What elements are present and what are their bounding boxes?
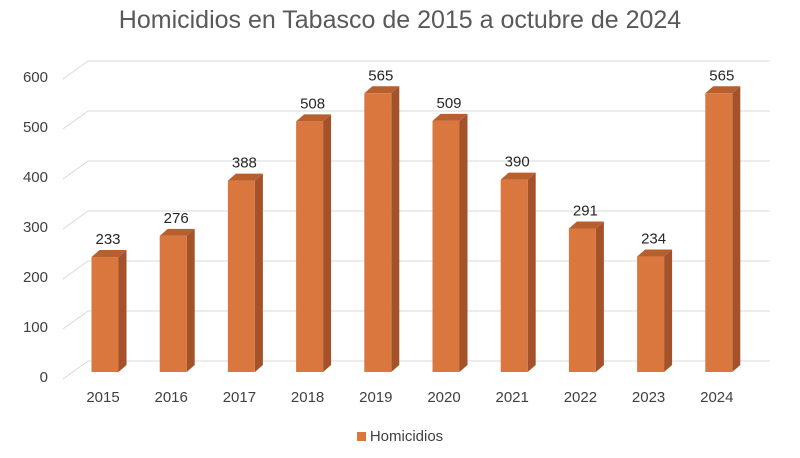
data-label: 565 <box>709 67 734 84</box>
bar <box>364 93 392 373</box>
x-tick-label: 2016 <box>155 389 188 406</box>
y-tick-label: 0 <box>40 369 48 386</box>
x-tick-label: 2022 <box>564 389 597 406</box>
y-tick-label: 500 <box>23 119 48 136</box>
bar-top <box>637 249 673 257</box>
y-tick-label: 300 <box>23 219 48 236</box>
bar-side <box>664 249 673 372</box>
bar-top <box>159 228 195 236</box>
bar <box>705 93 733 373</box>
data-label: 390 <box>505 154 530 171</box>
bar <box>296 121 324 373</box>
bar <box>159 235 187 372</box>
y-tick-label: 400 <box>23 169 48 186</box>
x-tick-label: 2015 <box>86 389 119 406</box>
bar-side <box>118 250 127 372</box>
x-tick-label: 2024 <box>700 389 733 406</box>
bar-top <box>568 221 604 229</box>
bar-side <box>323 114 332 373</box>
bar-top <box>705 86 741 94</box>
bar <box>500 179 528 372</box>
bar-top <box>227 173 263 181</box>
y-tick-label: 600 <box>23 69 48 86</box>
x-tick-label: 2023 <box>632 389 665 406</box>
bar-side <box>186 228 195 372</box>
chart-title: Homicidios en Tabasco de 2015 a octubre … <box>118 6 682 34</box>
x-tick-label: 2019 <box>359 389 392 406</box>
legend: Homicidios <box>0 428 800 445</box>
gridline-depth <box>62 360 89 380</box>
bar-top <box>432 113 468 121</box>
bar-top <box>500 172 536 180</box>
x-tick-label: 2020 <box>427 389 460 406</box>
y-tick-label: 200 <box>23 269 48 286</box>
data-label: 388 <box>232 155 257 172</box>
x-tick-label: 2017 <box>223 389 256 406</box>
bar <box>568 228 596 372</box>
data-label: 509 <box>436 95 461 112</box>
gridline-depth <box>62 110 89 130</box>
bar-side <box>527 172 536 372</box>
bar <box>637 256 665 372</box>
gridline-depth <box>62 260 89 280</box>
x-tick-label: 2021 <box>496 389 529 406</box>
gridline-depth <box>62 210 89 230</box>
bar-side <box>391 86 400 373</box>
gridline-depth <box>62 310 89 330</box>
bar <box>227 180 255 372</box>
gridline-depth <box>62 60 89 80</box>
bar-top <box>364 86 400 94</box>
bar-side <box>254 173 263 372</box>
x-tick-label: 2018 <box>291 389 324 406</box>
bar <box>91 257 119 372</box>
bar-side <box>459 113 468 372</box>
gridline-depth <box>62 160 89 180</box>
data-label: 233 <box>95 231 120 248</box>
data-label: 276 <box>164 210 189 227</box>
bar-side <box>595 221 604 372</box>
legend-swatch <box>356 432 366 441</box>
data-label: 291 <box>573 202 598 219</box>
legend-label: Homicidios <box>369 428 444 445</box>
bar-top <box>296 114 332 122</box>
data-label: 234 <box>641 231 666 248</box>
bar-side <box>732 86 741 373</box>
bar-top <box>91 250 127 258</box>
data-label: 508 <box>300 95 325 112</box>
y-tick-label: 100 <box>23 319 48 336</box>
bar <box>432 120 460 372</box>
data-label: 565 <box>368 67 393 84</box>
